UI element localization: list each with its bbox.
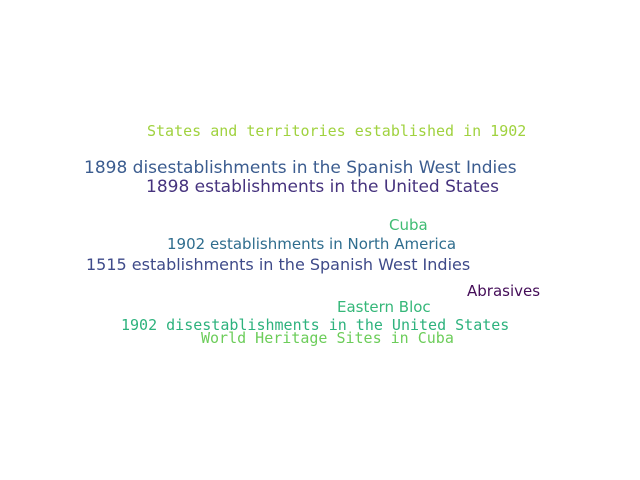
word-states-territories-1902: States and territories established in 19…	[147, 122, 527, 140]
word-world-heritage-sites-cuba: World Heritage Sites in Cuba	[201, 329, 454, 347]
word-1515-establishments-spanish-west-indies: 1515 establishments in the Spanish West …	[86, 255, 471, 274]
word-1902-establishments-north-america: 1902 establishments in North America	[167, 235, 457, 253]
word-1898-establishments-united-states: 1898 establishments in the United States	[146, 177, 499, 197]
word-cuba: Cuba	[389, 216, 428, 234]
word-1902-disestablishments-united-states: 1902 disestablishments in the United Sta…	[121, 316, 510, 334]
word-abrasives: Abrasives	[467, 282, 541, 300]
word-eastern-bloc: Eastern Bloc	[337, 298, 431, 316]
word-1898-disestablishments-spanish-west-indies: 1898 disestablishments in the Spanish We…	[84, 158, 517, 178]
